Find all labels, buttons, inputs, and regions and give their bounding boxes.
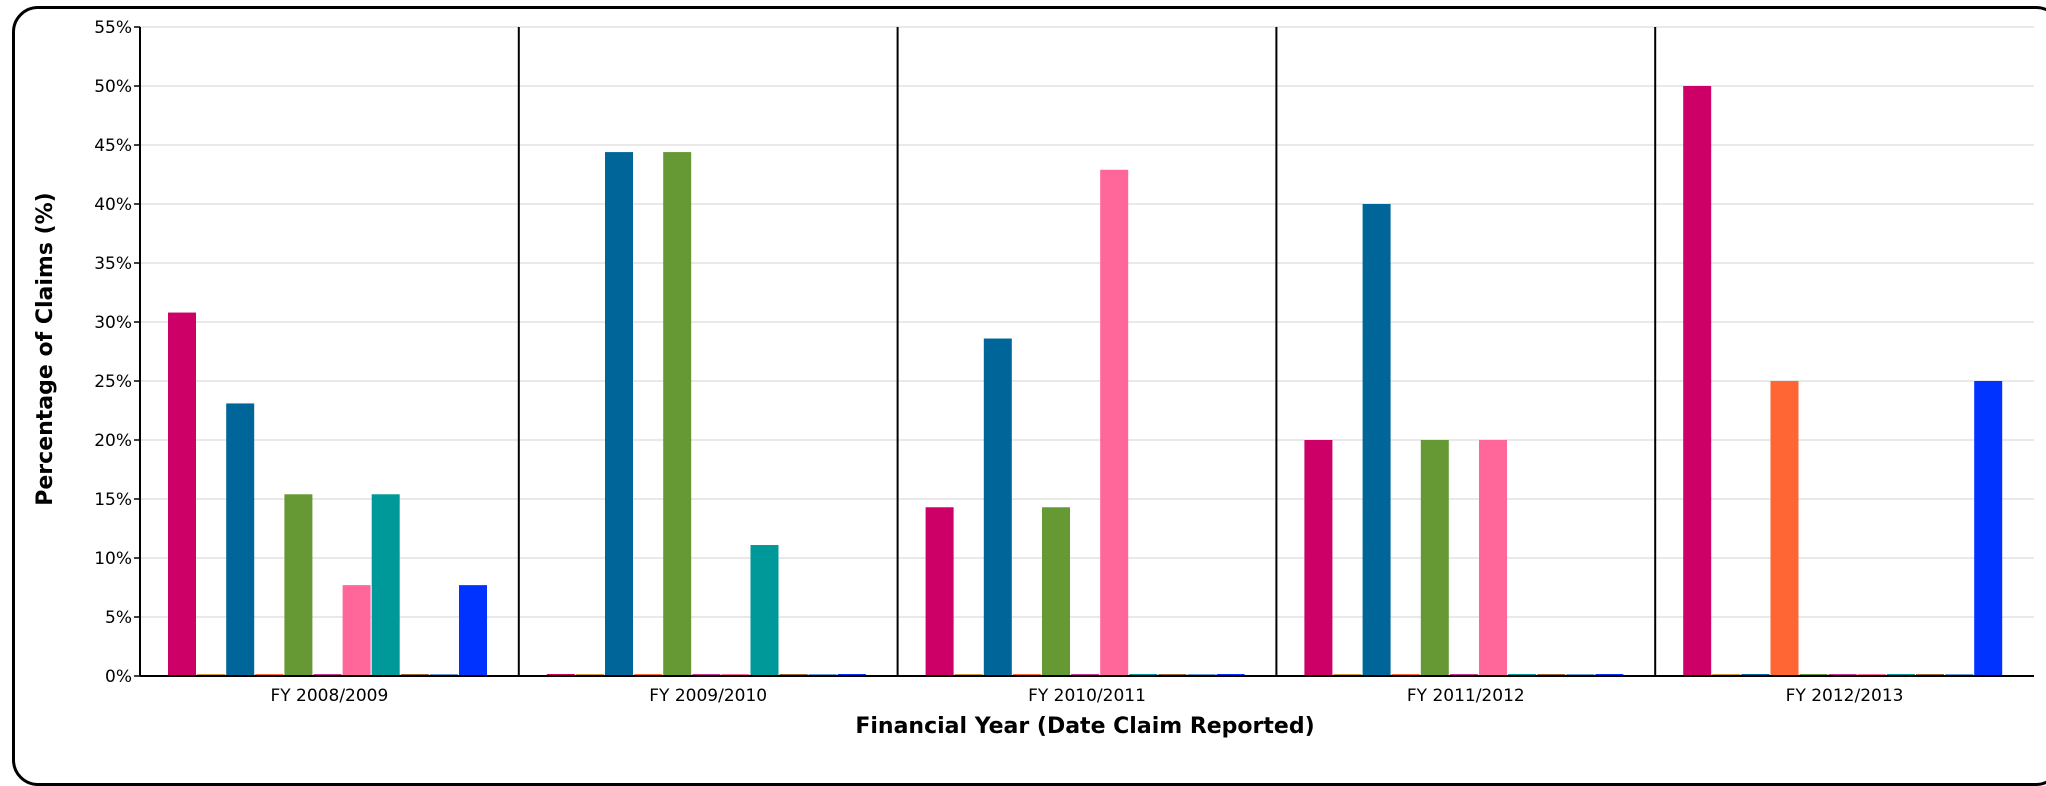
bar: [1683, 86, 1712, 676]
y-tick-label: 30%: [94, 313, 132, 333]
bars: [168, 86, 2003, 676]
y-tick-label: 35%: [94, 254, 132, 274]
tick-labels: 0% 5% 10% 15% 20% 25% 30% 35% 40% 45% 50% 55% FY 200…: [94, 18, 1903, 706]
y-tick-label: 5%: [105, 608, 132, 628]
bar: [663, 152, 692, 676]
y-tick-label: 45%: [94, 136, 132, 156]
y-tick-label: 55%: [94, 18, 132, 38]
x-tick-label: FY 2012/2013: [1786, 686, 1904, 706]
x-tick-label: FY 2008/2009: [270, 686, 388, 706]
x-tick-label: FY 2011/2012: [1407, 686, 1525, 706]
bar: [1770, 381, 1799, 676]
y-tick-label: 40%: [94, 195, 132, 215]
bar: [284, 494, 313, 676]
bar: [342, 585, 371, 676]
bar: [1362, 204, 1391, 676]
y-tick-label: 20%: [94, 431, 132, 451]
y-tick-label: 50%: [94, 77, 132, 97]
bar: [925, 507, 954, 676]
x-tick-label: FY 2009/2010: [649, 686, 767, 706]
bar: [1100, 169, 1129, 676]
bar: [226, 403, 255, 676]
bar-chart: 0% 5% 10% 15% 20% 25% 30% 35% 40% 45% 50% 55% FY 200…: [33, 18, 2034, 739]
bar: [459, 585, 487, 676]
bar: [605, 152, 633, 676]
bar: [983, 338, 1012, 676]
gridlines: [140, 26, 2034, 618]
bar: [1042, 507, 1070, 676]
bar: [750, 545, 779, 676]
axes: [134, 26, 2034, 677]
bar: [371, 494, 400, 676]
y-tick-label: 10%: [94, 549, 132, 569]
bar: [1420, 440, 1449, 676]
bar: [1974, 381, 2003, 676]
bar: [168, 312, 196, 676]
bar: [1479, 440, 1507, 676]
y-tick-label: 25%: [94, 372, 132, 392]
x-tick-label: FY 2010/2011: [1028, 686, 1146, 706]
y-tick-label: 15%: [94, 490, 132, 510]
y-tick-label: 0%: [105, 667, 132, 687]
x-axis-title: Financial Year (Date Claim Reported): [855, 714, 1314, 739]
bar: [1304, 440, 1333, 676]
y-axis-title: Percentage of Claims (%): [33, 192, 58, 505]
